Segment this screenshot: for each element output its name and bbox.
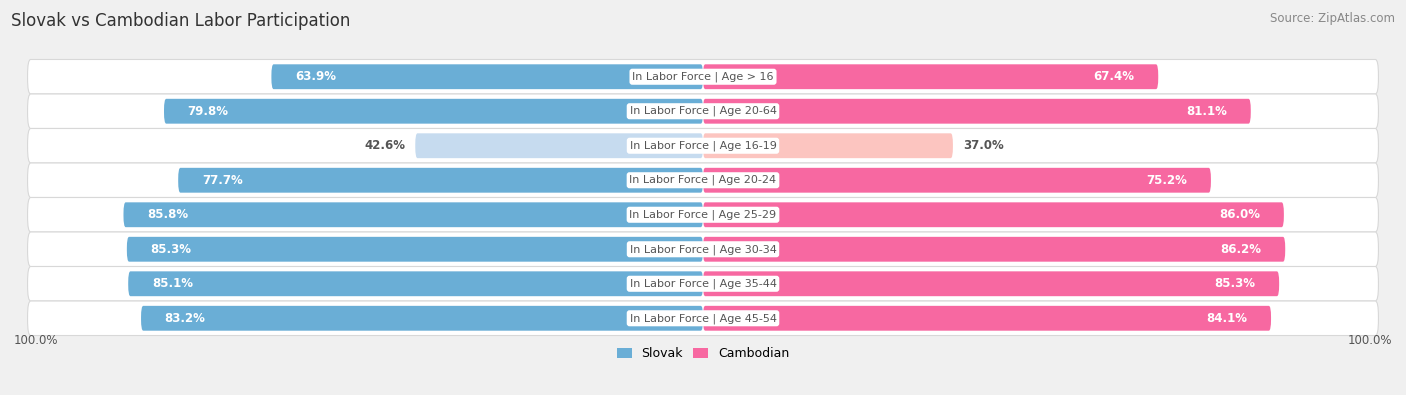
Text: In Labor Force | Age 30-34: In Labor Force | Age 30-34	[630, 244, 776, 254]
Text: 100.0%: 100.0%	[1347, 333, 1392, 346]
FancyBboxPatch shape	[128, 271, 703, 296]
FancyBboxPatch shape	[141, 306, 703, 331]
FancyBboxPatch shape	[703, 306, 1271, 331]
FancyBboxPatch shape	[165, 99, 703, 124]
FancyBboxPatch shape	[28, 267, 1378, 301]
Text: In Labor Force | Age 45-54: In Labor Force | Age 45-54	[630, 313, 776, 324]
FancyBboxPatch shape	[271, 64, 703, 89]
FancyBboxPatch shape	[703, 237, 1285, 261]
FancyBboxPatch shape	[28, 232, 1378, 267]
Text: 83.2%: 83.2%	[165, 312, 205, 325]
Text: Source: ZipAtlas.com: Source: ZipAtlas.com	[1270, 12, 1395, 25]
FancyBboxPatch shape	[703, 64, 1159, 89]
Text: In Labor Force | Age > 16: In Labor Force | Age > 16	[633, 71, 773, 82]
FancyBboxPatch shape	[703, 271, 1279, 296]
Text: 86.0%: 86.0%	[1219, 208, 1260, 221]
Text: In Labor Force | Age 20-24: In Labor Force | Age 20-24	[630, 175, 776, 186]
Text: 75.2%: 75.2%	[1146, 174, 1187, 187]
Text: In Labor Force | Age 16-19: In Labor Force | Age 16-19	[630, 141, 776, 151]
Text: 37.0%: 37.0%	[963, 139, 1004, 152]
Text: 85.3%: 85.3%	[150, 243, 191, 256]
Text: 85.8%: 85.8%	[148, 208, 188, 221]
Text: 42.6%: 42.6%	[364, 139, 405, 152]
FancyBboxPatch shape	[415, 134, 703, 158]
FancyBboxPatch shape	[127, 237, 703, 261]
Text: 63.9%: 63.9%	[295, 70, 336, 83]
FancyBboxPatch shape	[28, 198, 1378, 232]
FancyBboxPatch shape	[28, 60, 1378, 94]
Text: Slovak vs Cambodian Labor Participation: Slovak vs Cambodian Labor Participation	[11, 12, 350, 30]
Legend: Slovak, Cambodian: Slovak, Cambodian	[612, 342, 794, 365]
Text: 84.1%: 84.1%	[1206, 312, 1247, 325]
Text: 67.4%: 67.4%	[1094, 70, 1135, 83]
Text: In Labor Force | Age 20-64: In Labor Force | Age 20-64	[630, 106, 776, 117]
Text: 85.3%: 85.3%	[1215, 277, 1256, 290]
Text: 81.1%: 81.1%	[1187, 105, 1227, 118]
Text: 79.8%: 79.8%	[187, 105, 229, 118]
FancyBboxPatch shape	[703, 168, 1211, 193]
FancyBboxPatch shape	[28, 128, 1378, 163]
FancyBboxPatch shape	[28, 94, 1378, 128]
Text: 85.1%: 85.1%	[152, 277, 193, 290]
Text: In Labor Force | Age 25-29: In Labor Force | Age 25-29	[630, 209, 776, 220]
FancyBboxPatch shape	[703, 202, 1284, 227]
FancyBboxPatch shape	[703, 134, 953, 158]
FancyBboxPatch shape	[703, 99, 1251, 124]
Text: In Labor Force | Age 35-44: In Labor Force | Age 35-44	[630, 278, 776, 289]
Text: 86.2%: 86.2%	[1220, 243, 1261, 256]
FancyBboxPatch shape	[179, 168, 703, 193]
Text: 100.0%: 100.0%	[14, 333, 59, 346]
FancyBboxPatch shape	[28, 301, 1378, 335]
Text: 77.7%: 77.7%	[202, 174, 243, 187]
FancyBboxPatch shape	[124, 202, 703, 227]
FancyBboxPatch shape	[28, 163, 1378, 198]
